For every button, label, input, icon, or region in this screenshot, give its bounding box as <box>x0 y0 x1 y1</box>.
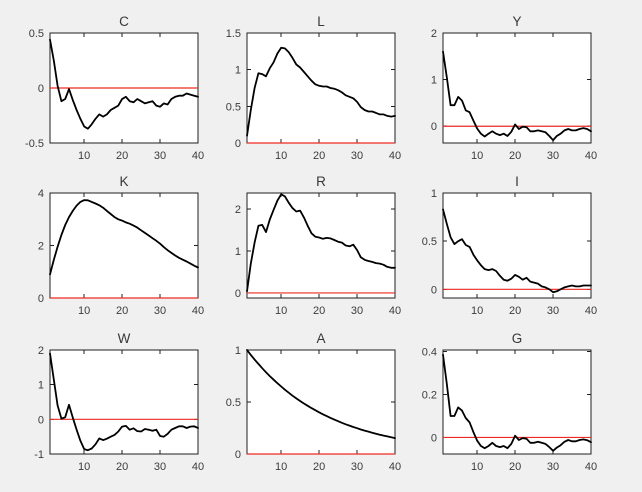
subplot-g-title: G <box>511 331 523 346</box>
svg-text:40: 40 <box>192 305 204 317</box>
subplot-a: 10 20 30 40 1 0.5 0 A <box>202 324 409 478</box>
svg-text:0.5: 0.5 <box>226 101 241 113</box>
svg-text:0: 0 <box>431 284 437 296</box>
subplot-y-title: Y <box>512 14 522 29</box>
svg-text:20: 20 <box>116 461 128 473</box>
svg-text:20: 20 <box>313 305 325 317</box>
svg-text:1: 1 <box>431 75 437 87</box>
subplot-w-title: W <box>117 331 131 346</box>
svg-text:30: 30 <box>351 461 363 473</box>
subplot-l-canvas: 10 20 30 40 1.5 1 0.5 0 <box>226 28 401 162</box>
svg-text:20: 20 <box>509 461 521 473</box>
subplot-l-title: L <box>317 14 325 29</box>
svg-text:10: 10 <box>275 150 287 162</box>
svg-text:40: 40 <box>585 305 597 317</box>
subplot-y: 10 20 30 40 2 1 0 Y <box>398 7 605 167</box>
subplot-i: 10 20 30 40 1 0.5 0 I <box>398 167 605 322</box>
svg-text:0.5: 0.5 <box>29 28 44 40</box>
svg-text:2: 2 <box>38 345 44 357</box>
svg-text:10: 10 <box>78 461 90 473</box>
svg-text:10: 10 <box>78 150 90 162</box>
subplot-i-title: I <box>515 174 519 189</box>
svg-text:0.2: 0.2 <box>422 389 437 401</box>
svg-text:1: 1 <box>235 246 241 258</box>
subplot-r-title: R <box>316 174 326 189</box>
svg-text:40: 40 <box>585 461 597 473</box>
svg-text:20: 20 <box>313 461 325 473</box>
subplot-a-title: A <box>316 331 326 346</box>
svg-text:2: 2 <box>38 241 44 253</box>
svg-text:0.5: 0.5 <box>422 236 437 248</box>
svg-text:40: 40 <box>389 461 401 473</box>
svg-text:1: 1 <box>38 380 44 392</box>
svg-text:10: 10 <box>78 305 90 317</box>
svg-text:20: 20 <box>509 150 521 162</box>
subplot-c-title: C <box>119 14 129 29</box>
svg-text:2: 2 <box>235 204 241 216</box>
svg-text:30: 30 <box>547 305 559 317</box>
svg-text:-1: -1 <box>34 449 44 461</box>
subplot-r: 10 20 30 40 2 1 0 R <box>202 167 409 322</box>
svg-text:30: 30 <box>547 461 559 473</box>
subplot-c: 10 20 30 40 0.5 0 -0.5 C <box>5 7 212 167</box>
svg-text:1: 1 <box>235 65 241 77</box>
svg-text:20: 20 <box>116 150 128 162</box>
svg-text:0: 0 <box>38 293 44 305</box>
svg-text:20: 20 <box>116 305 128 317</box>
svg-text:10: 10 <box>275 305 287 317</box>
svg-text:0: 0 <box>38 414 44 426</box>
svg-text:1.5: 1.5 <box>226 28 241 40</box>
svg-text:20: 20 <box>509 305 521 317</box>
svg-text:30: 30 <box>154 150 166 162</box>
svg-text:-0.5: -0.5 <box>25 138 44 150</box>
svg-text:40: 40 <box>389 150 401 162</box>
svg-text:4: 4 <box>38 188 44 200</box>
subplot-a-canvas: 10 20 30 40 1 0.5 0 <box>226 345 401 473</box>
svg-text:10: 10 <box>471 150 483 162</box>
svg-text:2: 2 <box>431 28 437 40</box>
svg-text:0: 0 <box>235 138 241 150</box>
subplot-c-canvas: 10 20 30 40 0.5 0 -0.5 <box>25 28 204 162</box>
svg-text:10: 10 <box>275 461 287 473</box>
subplot-k-title: K <box>119 174 129 189</box>
svg-text:40: 40 <box>192 150 204 162</box>
svg-text:40: 40 <box>585 150 597 162</box>
subplot-i-canvas: 10 20 30 40 1 0.5 0 <box>422 188 597 317</box>
svg-text:0: 0 <box>235 288 241 300</box>
subplot-k: 10 20 30 40 4 2 0 K <box>5 167 212 322</box>
svg-text:40: 40 <box>389 305 401 317</box>
svg-text:0.4: 0.4 <box>422 347 437 359</box>
svg-text:30: 30 <box>351 305 363 317</box>
svg-text:20: 20 <box>313 150 325 162</box>
svg-text:10: 10 <box>471 461 483 473</box>
svg-text:0.5: 0.5 <box>226 397 241 409</box>
svg-text:1: 1 <box>235 345 241 357</box>
subplot-w: 10 20 30 40 2 1 0 -1 W <box>5 324 212 478</box>
subplot-l: 10 20 30 40 1.5 1 0.5 0 L <box>202 7 409 167</box>
svg-text:0: 0 <box>431 121 437 133</box>
svg-text:0: 0 <box>235 449 241 461</box>
svg-text:10: 10 <box>471 305 483 317</box>
svg-text:0: 0 <box>431 432 437 444</box>
svg-text:30: 30 <box>154 305 166 317</box>
svg-text:40: 40 <box>192 461 204 473</box>
svg-text:0: 0 <box>38 83 44 95</box>
subplot-g-canvas: 10 20 30 40 0.4 0.2 0 <box>422 347 597 473</box>
svg-text:30: 30 <box>547 150 559 162</box>
svg-text:30: 30 <box>154 461 166 473</box>
subplot-g: 10 20 30 40 0.4 0.2 0 G <box>398 324 605 478</box>
svg-text:30: 30 <box>351 150 363 162</box>
svg-text:1: 1 <box>431 188 437 200</box>
